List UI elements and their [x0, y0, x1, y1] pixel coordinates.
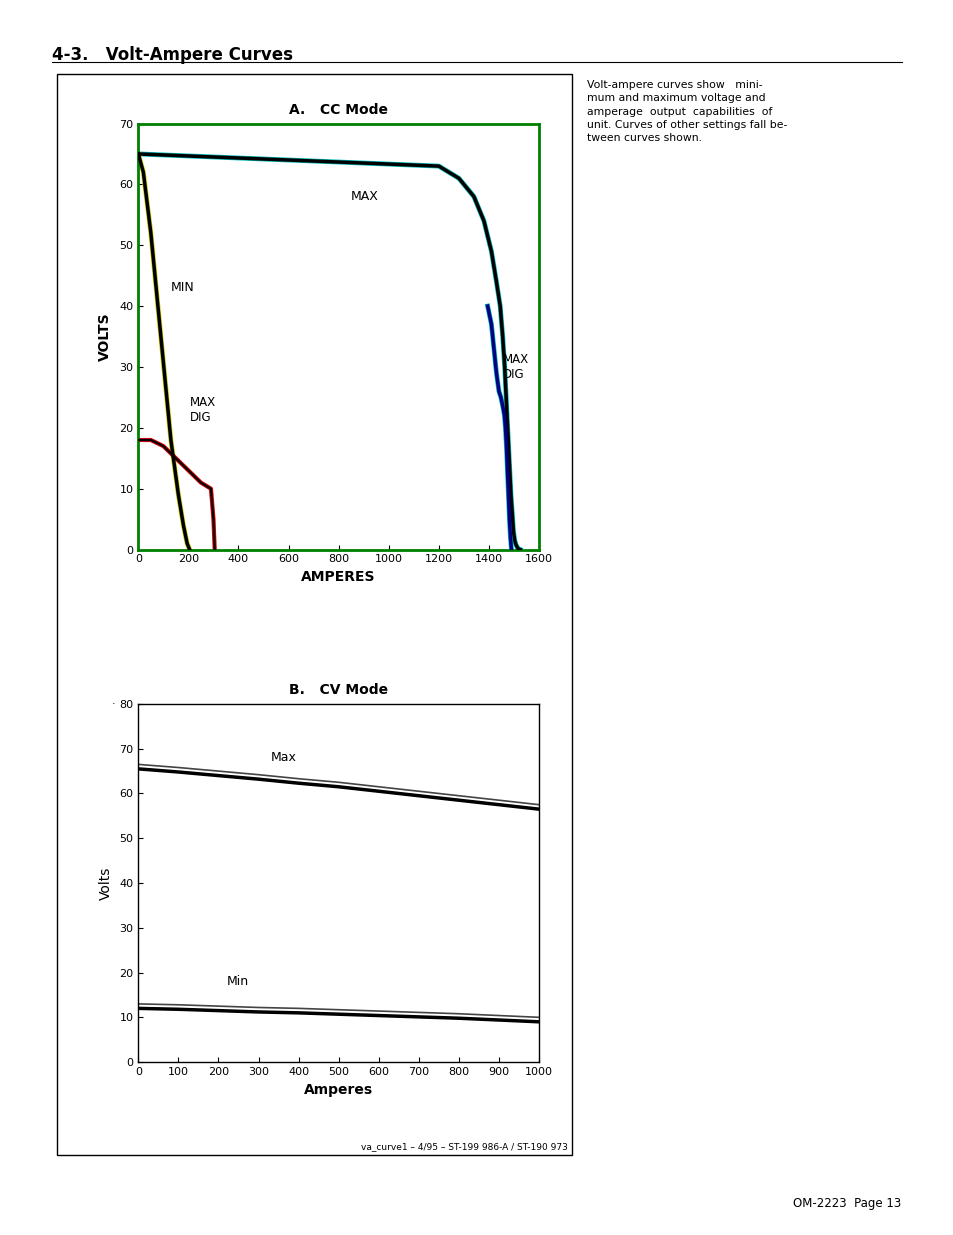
Text: Max: Max — [271, 751, 296, 764]
Text: Min: Min — [226, 974, 249, 988]
Text: MIN: MIN — [171, 282, 194, 294]
Title: B.   CV Mode: B. CV Mode — [289, 683, 388, 698]
X-axis label: AMPERES: AMPERES — [301, 571, 375, 584]
Text: MAX
DIG: MAX DIG — [502, 353, 528, 380]
Text: Volt-ampere curves show   mini-
mum and maximum voltage and
amperage  output  ca: Volt-ampere curves show mini- mum and ma… — [586, 80, 786, 143]
Text: OM-2223  Page 13: OM-2223 Page 13 — [793, 1197, 901, 1210]
Y-axis label: Volts: Volts — [98, 866, 112, 900]
Title: A.   CC Mode: A. CC Mode — [289, 103, 388, 117]
Text: MAX: MAX — [351, 190, 378, 203]
Y-axis label: VOLTS: VOLTS — [98, 312, 112, 361]
X-axis label: Amperes: Amperes — [304, 1083, 373, 1097]
Text: ·: · — [112, 699, 115, 709]
Text: MAX
DIG: MAX DIG — [190, 395, 215, 424]
Text: va_curve1 – 4/95 – ST-199 986-A / ST-190 973: va_curve1 – 4/95 – ST-199 986-A / ST-190… — [360, 1142, 567, 1151]
Text: 4-3.   Volt-Ampere Curves: 4-3. Volt-Ampere Curves — [52, 46, 294, 64]
